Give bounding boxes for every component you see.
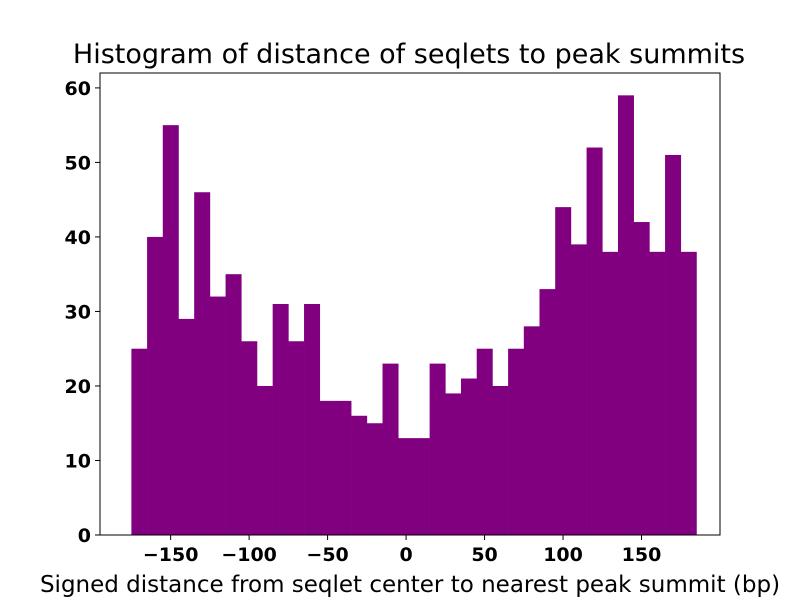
axes-frame	[99, 72, 721, 536]
x-axis-label: Signed distance from seqlet center to ne…	[40, 572, 780, 598]
y-tick-label: 50	[65, 152, 91, 174]
histogram-bar-12	[319, 400, 336, 535]
histogram-bar-22	[476, 348, 493, 535]
histogram-bar-19	[429, 363, 446, 535]
histogram-bar-5	[209, 296, 226, 535]
x-axis: −150 −100 −50 0 50 100 150	[143, 535, 662, 566]
y-tick-label: 60	[65, 78, 91, 100]
y-tick-label: 20	[65, 376, 91, 398]
histogram-bar-27	[555, 207, 572, 535]
histogram-bar-23	[492, 385, 509, 535]
histogram-bar-25	[523, 326, 540, 535]
histogram-bar-0	[131, 348, 148, 535]
x-tick-label: −50	[306, 544, 348, 566]
histogram-bar-1	[147, 236, 164, 535]
histogram-bar-21	[461, 378, 478, 535]
histogram-bar-24	[508, 348, 525, 535]
y-tick-label: 10	[65, 450, 91, 472]
histogram-bar-29	[586, 147, 603, 535]
histogram-bar-10	[288, 341, 305, 535]
histogram-bar-17	[398, 438, 415, 535]
histogram-bar-4	[194, 192, 211, 536]
histogram-bar-34	[665, 154, 682, 535]
y-tick-label: 0	[78, 525, 91, 547]
histogram-bar-33	[649, 251, 666, 535]
x-tick-label: 0	[399, 544, 412, 566]
y-tick-label: 40	[65, 227, 91, 249]
histogram-bar-35	[680, 251, 697, 535]
histogram-bar-31	[617, 95, 634, 535]
histogram-bar-3	[178, 318, 195, 535]
histogram-bar-14	[351, 415, 368, 535]
histogram-bar-16	[382, 363, 399, 535]
histogram-bar-13	[335, 400, 352, 535]
histogram-bar-7	[241, 341, 258, 535]
bars-group	[131, 95, 697, 536]
x-tick-label: −100	[221, 544, 277, 566]
histogram-bar-9	[272, 304, 289, 535]
x-tick-label: −150	[143, 544, 199, 566]
histogram-bar-11	[304, 304, 321, 535]
histogram-bar-26	[539, 289, 556, 535]
histogram-bar-30	[602, 251, 619, 535]
x-tick-label: 100	[543, 544, 583, 566]
histogram-bar-8	[256, 385, 273, 535]
chart-title: Histogram of distance of seqlets to peak…	[73, 39, 745, 70]
y-tick-label: 30	[65, 301, 91, 323]
histogram-bar-28	[570, 244, 587, 535]
histogram-bar-32	[633, 222, 650, 535]
histogram-bar-2	[162, 125, 179, 535]
x-tick-label: 150	[622, 544, 662, 566]
y-axis: 0 10 20 30 40 50 60	[65, 78, 100, 547]
histogram-bar-6	[225, 274, 242, 535]
histogram-bar-18	[413, 438, 430, 535]
histogram-bar-15	[366, 423, 383, 535]
x-tick-label: 50	[471, 544, 497, 566]
histogram-bar-20	[445, 393, 462, 535]
